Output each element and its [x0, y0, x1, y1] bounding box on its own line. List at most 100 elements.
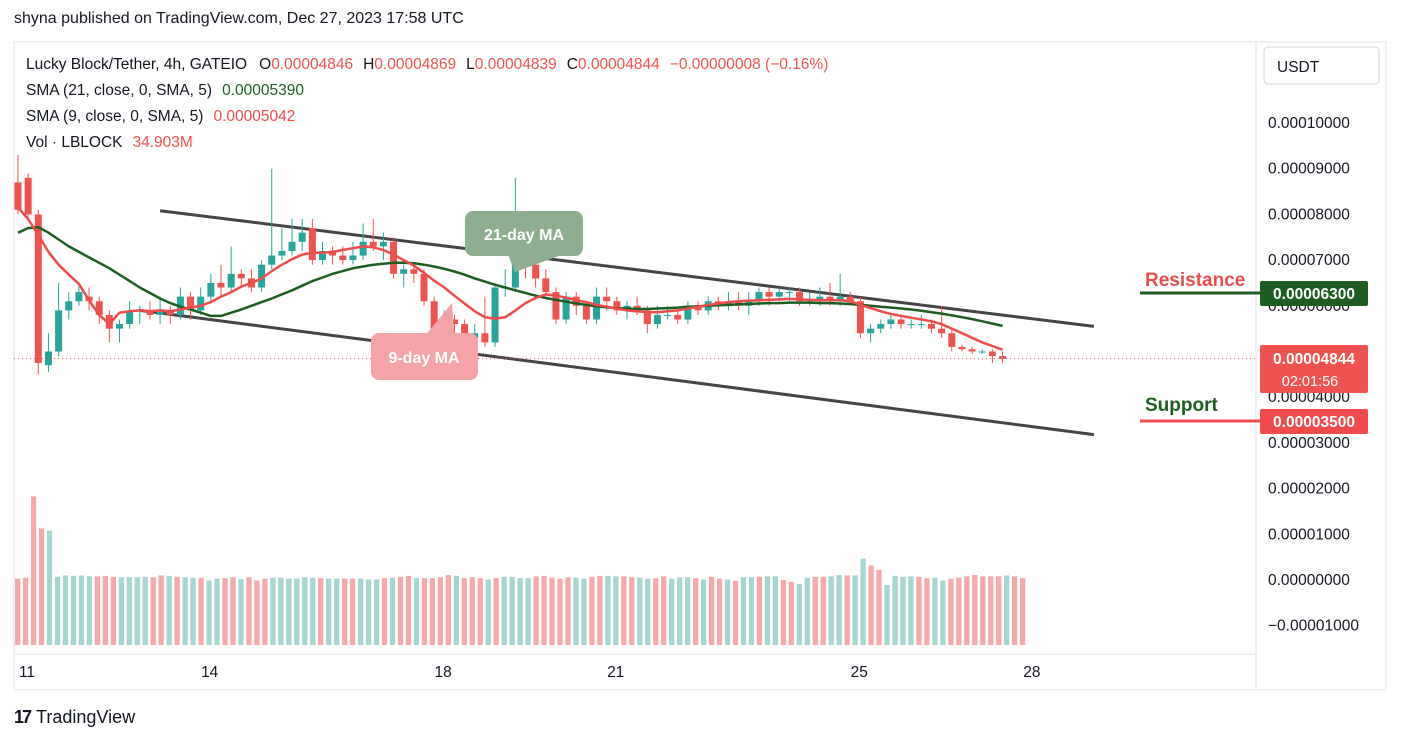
- candle-body: [978, 351, 986, 353]
- candle-body: [948, 333, 956, 347]
- candle-body: [156, 310, 164, 315]
- candle-body: [928, 324, 935, 329]
- y-tick-label: 0.00001000: [1268, 526, 1350, 543]
- y-tick-label: 0.00008000: [1268, 206, 1350, 223]
- volume-bar: [477, 578, 483, 645]
- volume-bar: [557, 578, 563, 645]
- candle-body: [339, 255, 347, 261]
- volume-bar: [214, 578, 220, 645]
- currency-button[interactable]: USDT: [1263, 46, 1380, 85]
- ma9-callout: 9-day MA: [371, 303, 478, 380]
- volume-bar: [796, 584, 802, 645]
- volume-bar: [716, 578, 723, 645]
- volume-bar: [517, 578, 523, 645]
- legend-close: 0.00004844: [578, 56, 660, 73]
- candle-body: [217, 282, 225, 288]
- volume-bar: [182, 577, 188, 645]
- volume-bar: [142, 576, 148, 645]
- volume-bar: [46, 530, 53, 645]
- candle-body: [400, 269, 408, 274]
- volume-bar: [453, 575, 459, 645]
- candle-body: [105, 314, 113, 329]
- candle-body: [958, 346, 966, 350]
- volume-bar: [581, 578, 587, 645]
- volume-bar: [533, 576, 539, 645]
- volume-bar: [860, 558, 866, 645]
- volume-bar: [916, 576, 922, 645]
- candle-body: [258, 264, 266, 288]
- sma9-line: [17, 206, 1004, 351]
- legend-vol-value: 34.903M: [133, 134, 193, 151]
- volume-bar: [421, 578, 428, 645]
- volume-bar: [150, 577, 156, 645]
- ma9-callout-label: 9-day MA: [388, 350, 460, 367]
- volume-bar: [669, 578, 675, 645]
- candle-body: [552, 292, 560, 320]
- candle-body: [593, 296, 601, 320]
- candle-body: [765, 292, 773, 297]
- candle-body: [278, 250, 286, 256]
- volume-bar: [509, 576, 515, 645]
- candle-body: [390, 241, 398, 274]
- candle-body: [582, 305, 590, 320]
- volume-bar: [238, 579, 244, 645]
- publish-info: shyna published on TradingView.com, Dec …: [14, 10, 464, 27]
- volume-bar: [198, 578, 204, 645]
- candle-body: [725, 301, 732, 306]
- volume-bar: [389, 577, 396, 645]
- candle-body: [897, 319, 905, 325]
- candle-body: [542, 278, 550, 293]
- svg-text:SMA (21, close, 0, SMA, 5)0.00: SMA (21, close, 0, SMA, 5) 0.00005390: [26, 82, 304, 99]
- volume-bar: [900, 576, 906, 645]
- candle-body: [461, 324, 469, 338]
- volume-bar: [565, 577, 571, 645]
- volume-bar: [413, 578, 420, 645]
- support-marker: Support: [1140, 395, 1260, 423]
- volume-bar: [605, 575, 611, 645]
- footer-brand[interactable]: 17 TradingView: [14, 707, 135, 728]
- volume-bar: [62, 575, 69, 645]
- y-tick-label: 0.00009000: [1268, 161, 1350, 178]
- volume-bar: [788, 581, 794, 645]
- volume-bar: [94, 576, 101, 645]
- volume-bar: [700, 579, 707, 645]
- volume-bar: [804, 577, 810, 645]
- candle-body: [511, 260, 519, 288]
- volume-bar: [318, 578, 324, 645]
- volume-bar: [892, 575, 898, 645]
- candle-body: [237, 273, 245, 279]
- volume-bar: [278, 577, 284, 645]
- chart-legend: Lucky Block/Tether, 4h, GATEIO O0.0000484…: [26, 56, 828, 151]
- candle-body: [684, 305, 692, 320]
- candle-body: [430, 301, 438, 329]
- candle-body: [126, 310, 134, 325]
- candle-body: [653, 314, 661, 325]
- candle-body: [664, 314, 672, 316]
- y-axis-labels: 0.00010000 0.00009000 0.00008000 0.00007000…: [1268, 115, 1359, 635]
- x-tick-label: 25: [851, 664, 868, 681]
- chart-frame: [13, 41, 1387, 691]
- candle-body: [775, 292, 783, 297]
- volume-bar: [429, 578, 436, 645]
- candle-body: [856, 301, 864, 334]
- volume-bar: [342, 578, 348, 645]
- candle-body: [481, 333, 489, 343]
- channel-lower-line: [139, 308, 1095, 437]
- volume-bar: [501, 576, 507, 645]
- volume-bar: [677, 577, 683, 645]
- volume-bar: [908, 576, 914, 645]
- volume-bar: [692, 578, 699, 645]
- volume-bar: [661, 576, 667, 645]
- candle-body: [268, 255, 276, 265]
- volume-bar: [222, 578, 228, 645]
- volume-bar: [381, 578, 388, 645]
- candle-body: [999, 356, 1007, 359]
- volume-bar: [932, 577, 938, 645]
- legend-low: 0.00004839: [475, 56, 557, 73]
- support-price-tag: 0.00003500: [1260, 409, 1368, 434]
- candle-body: [938, 328, 946, 334]
- volume-bar: [653, 578, 659, 645]
- candle-body: [146, 310, 154, 315]
